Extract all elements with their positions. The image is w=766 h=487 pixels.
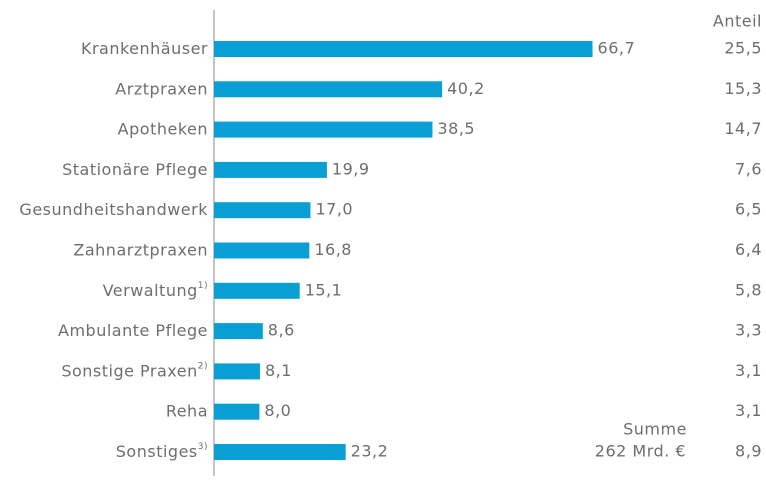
category-text: Apotheken xyxy=(118,119,208,138)
category-label: Reha xyxy=(166,401,208,420)
share-label: 15,3 xyxy=(724,79,762,98)
bar xyxy=(214,282,300,299)
share-label: 25,5 xyxy=(724,39,762,58)
category-text: Verwaltung xyxy=(103,280,198,299)
category-text: Gesundheitshandwerk xyxy=(19,200,208,219)
share-label: 6,5 xyxy=(735,200,762,219)
category-label: Ambulante Pflege xyxy=(58,321,208,340)
footnote-marker: 1) xyxy=(198,280,208,290)
sum-label: 262 Mrd. € xyxy=(595,442,686,461)
share-label: 8,9 xyxy=(735,442,762,461)
share-label: 3,1 xyxy=(735,361,762,380)
bar xyxy=(214,41,593,57)
category-text: Arztpraxen xyxy=(115,79,208,98)
category-text: Sonstige Praxen xyxy=(61,361,197,380)
category-text: Stationäre Pflege xyxy=(62,159,208,178)
footnote-marker: 2) xyxy=(198,361,208,371)
value-label: 16,8 xyxy=(314,240,352,259)
bar xyxy=(214,121,433,138)
category-label: Sonstige Praxen2) xyxy=(61,361,208,380)
share-label: 6,4 xyxy=(735,240,762,259)
bar xyxy=(214,363,260,380)
value-label: 38,5 xyxy=(437,119,475,138)
share-label: 14,7 xyxy=(724,119,762,138)
bar xyxy=(214,403,260,420)
share-label: 7,6 xyxy=(735,159,762,178)
value-label: 17,0 xyxy=(315,200,353,219)
category-text: Reha xyxy=(166,401,208,420)
category-label: Arztpraxen xyxy=(115,79,208,98)
bar xyxy=(214,81,443,98)
category-label: Krankenhäuser xyxy=(81,39,208,58)
bar xyxy=(214,444,346,460)
category-label: Verwaltung1) xyxy=(103,280,208,299)
category-label: Stationäre Pflege xyxy=(62,159,208,178)
value-label: 19,9 xyxy=(332,159,370,178)
category-label: Apotheken xyxy=(118,119,208,138)
value-label: 8,1 xyxy=(265,361,292,380)
footnote-marker: 3) xyxy=(198,442,208,452)
category-text: Zahnarztpraxen xyxy=(73,240,208,259)
value-label: 8,6 xyxy=(268,321,295,340)
category-label: Sonstiges3) xyxy=(116,442,208,461)
category-label: Gesundheitshandwerk xyxy=(19,200,208,219)
bar xyxy=(214,323,263,340)
category-text: Sonstiges xyxy=(116,442,198,461)
value-label: 66,7 xyxy=(598,39,636,58)
category-text: Ambulante Pflege xyxy=(58,321,208,340)
value-label: 40,2 xyxy=(447,79,485,98)
value-label: 8,0 xyxy=(264,401,291,420)
share-label: 3,3 xyxy=(735,321,762,340)
bar xyxy=(214,161,327,178)
bar xyxy=(214,242,310,259)
share-label: 5,8 xyxy=(735,280,762,299)
category-text: Krankenhäuser xyxy=(81,39,208,58)
share-label: 3,1 xyxy=(735,401,762,420)
value-label: 23,2 xyxy=(351,442,389,461)
share-title: Anteil xyxy=(713,12,762,31)
category-label: Zahnarztpraxen xyxy=(73,240,208,259)
sum-title: Summe xyxy=(623,420,687,439)
value-label: 15,1 xyxy=(305,280,343,299)
bar xyxy=(214,202,311,219)
